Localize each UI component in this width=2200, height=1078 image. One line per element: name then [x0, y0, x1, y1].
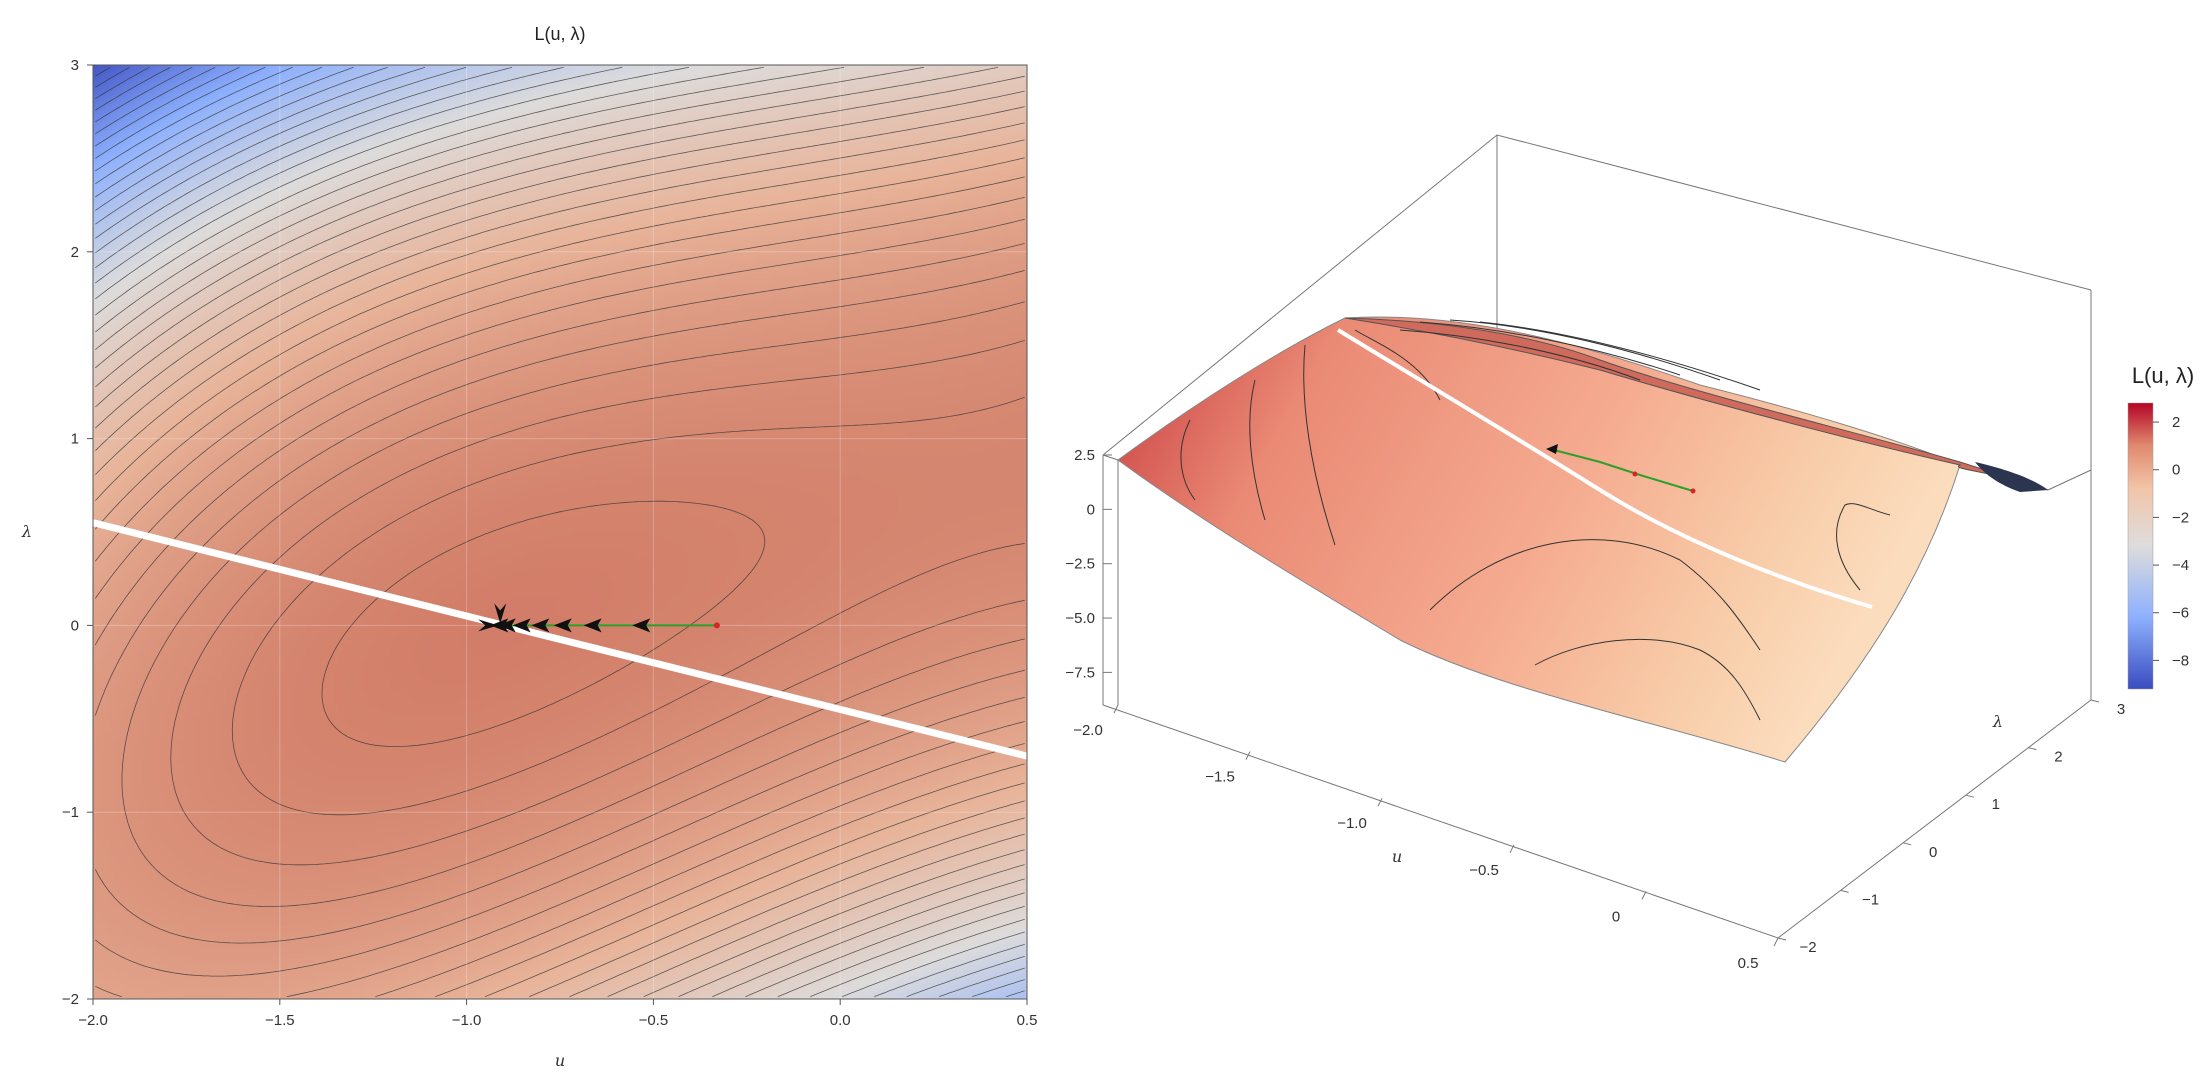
lambda-tick-label: −2	[1799, 939, 1816, 956]
lambda-tick-mark	[2028, 747, 2037, 751]
surface-constraint-curve	[1336, 328, 1873, 609]
lambda-tick-label: 2	[2054, 749, 2062, 766]
lambda-tick-label: 3	[2117, 701, 2125, 718]
legend-tick-label: 0	[2172, 462, 2180, 479]
z-tick-label: −7.5	[1065, 664, 1095, 681]
path-arrow	[512, 618, 531, 633]
constraint-line	[93, 519, 1027, 760]
y-tick-label: 0	[71, 617, 79, 634]
lambda-tick-mark	[1903, 842, 1912, 846]
lambda-tick-label: 1	[1992, 796, 2000, 813]
surface-optimizer-path	[1546, 444, 1696, 494]
path-arrow	[553, 618, 572, 633]
z-tick-label: 2.5	[1074, 447, 1095, 464]
u-tick-mark	[1245, 751, 1251, 760]
colorbar-ticks: 2 0 −2 −4 −6 −8	[2153, 414, 2189, 669]
stationary-arrow-top	[494, 603, 507, 624]
u-tick-label: −2.0	[1073, 722, 1103, 739]
surface-contours	[1180, 319, 1891, 721]
legend-tick-label: −2	[2172, 509, 2189, 526]
lambda-tick-label: −1	[1862, 891, 1879, 908]
legend-tick-label: −8	[2172, 652, 2189, 669]
contour-y-axis: −2 −1 0 1 2 3	[62, 57, 93, 1008]
x-tick-label: −2.0	[78, 1012, 108, 1029]
legend-title: L(u, λ)	[2132, 363, 2194, 388]
z-tick-label: −2.5	[1065, 556, 1095, 573]
legend-tick-label: 2	[2172, 414, 2180, 431]
path-arrow	[531, 618, 550, 633]
u-tick-label: 0.5	[1738, 955, 1759, 972]
surface-u-label: u	[1392, 847, 1402, 866]
contour-lines	[94, 66, 1025, 998]
u-tick-label: −0.5	[1469, 862, 1499, 879]
contour-panel: L(u, λ) −2.0 −1.5 −1.0 −0.5 0.0 0.5 −2−10123 …	[21, 24, 1038, 1070]
y-tick-label: 2	[71, 244, 79, 261]
path-point	[713, 622, 720, 629]
contour-y-label: λ	[21, 522, 32, 541]
surface-u-axis: −2.0 −1.5 −1.0 −0.5 0 0.5	[1073, 704, 1779, 972]
x-tick-label: 0.0	[830, 1012, 851, 1029]
u-tick-mark	[1377, 797, 1383, 807]
x-tick-label: −0.5	[639, 1012, 669, 1029]
u-tick-mark	[1773, 937, 1779, 947]
contour-x-axis: −2.0 −1.5 −1.0 −0.5 0.0 0.5	[78, 999, 1037, 1029]
u-tick-mark	[1509, 844, 1515, 854]
x-tick-label: −1.0	[452, 1012, 482, 1029]
u-tick-label: −1.5	[1205, 769, 1235, 786]
lambda-tick-mark	[1840, 889, 1849, 893]
path-arrow	[583, 618, 602, 633]
y-tick-label: −2	[62, 991, 79, 1008]
z-tick-label: 0	[1087, 501, 1095, 518]
lambda-tick-mark	[1777, 937, 1787, 941]
lambda-tick-label: 0	[1929, 844, 1937, 861]
x-tick-label: −1.5	[265, 1012, 295, 1029]
u-tick-label: 0	[1612, 908, 1620, 925]
contour-line	[94, 66, 1025, 998]
path-arrow	[632, 618, 651, 633]
surface-z-axis: 2.5 0 −2.5 −5.0 −7.5	[1065, 447, 1112, 681]
lambda-tick-mark	[2090, 699, 2100, 703]
x-tick-label: 0.5	[1017, 1012, 1038, 1029]
surface-lambda-axis: −2 −1 0 1 2 3	[1777, 699, 2125, 956]
path-arrow	[497, 618, 516, 633]
legend-tick-label: −4	[2172, 557, 2189, 574]
u-tick-label: −1.0	[1337, 815, 1367, 832]
colorbar	[2127, 402, 2154, 690]
contour-frame	[92, 64, 1028, 1000]
y-tick-label: 3	[71, 57, 79, 74]
y-tick-label: 1	[71, 431, 79, 448]
surface-box-front	[1102, 454, 2092, 705]
surface-ridge	[1344, 317, 2049, 491]
contour-grid	[93, 65, 1027, 999]
u-tick-mark	[1113, 704, 1119, 714]
surface-panel: 2.5 0 −2.5 −5.0 −7.5 −2.0 −1.5 −1.0 −0.5 0 0.5 −2…	[1065, 134, 2125, 972]
contour-heatmap	[93, 65, 1027, 999]
stationary-arrow-left	[478, 619, 499, 632]
colorbar-legend: L(u, λ) 2 0 −2 −4 −6 −8	[2127, 363, 2194, 690]
path-arrow	[490, 618, 509, 633]
surface-body	[1117, 316, 1961, 763]
y-tick-label: −1	[62, 804, 79, 821]
contour-x-label: u	[555, 1051, 565, 1070]
z-tick-label: −5.0	[1065, 610, 1095, 627]
lambda-tick-mark	[1965, 794, 1974, 798]
u-tick-mark	[1641, 891, 1647, 900]
surface-blue-edge	[1975, 462, 2048, 492]
surface-lambda-label: λ	[1992, 712, 2003, 731]
legend-tick-label: −6	[2172, 605, 2189, 622]
optimizer-path	[478, 603, 720, 633]
contour-title: L(u, λ)	[534, 24, 585, 44]
